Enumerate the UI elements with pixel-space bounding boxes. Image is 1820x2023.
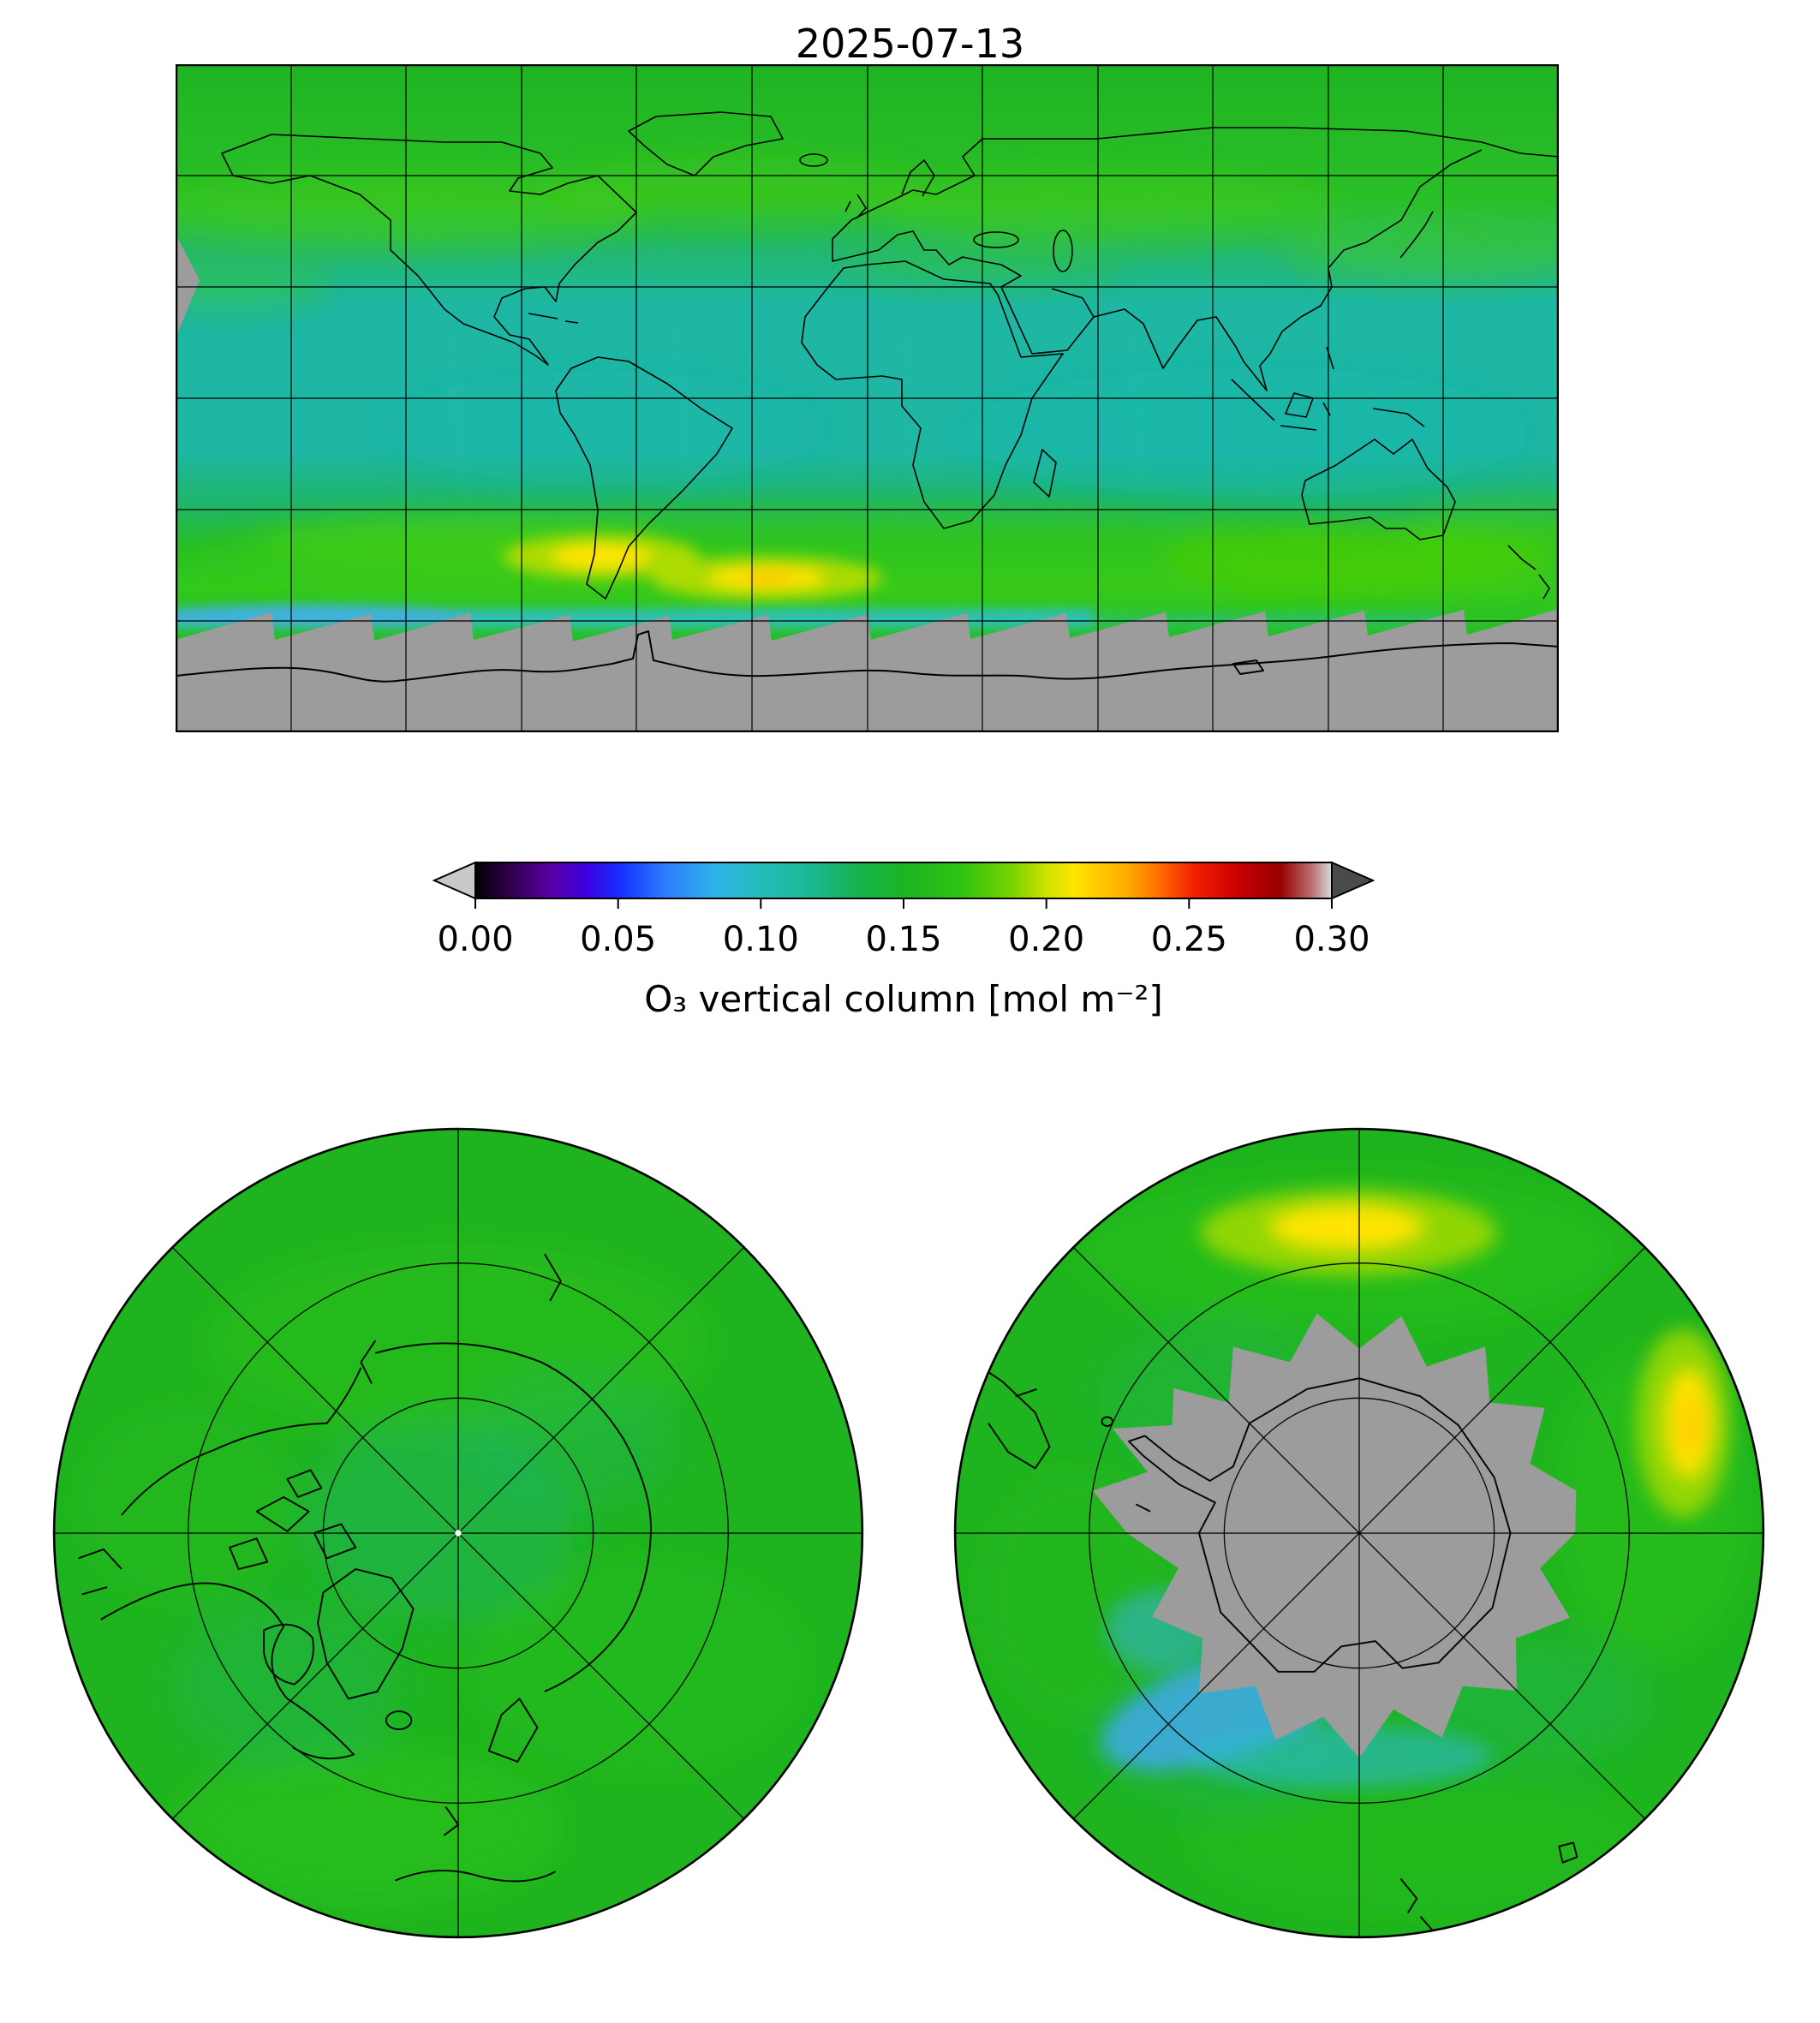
ozone-high-patch xyxy=(1199,1189,1730,1519)
north-polar-map xyxy=(52,1127,864,1939)
map-data-layer xyxy=(176,64,1559,732)
plot-title: 2025-07-13 xyxy=(795,21,1025,67)
south-polar-map xyxy=(953,1127,1765,1939)
colorbar-tick-label: 0.25 xyxy=(1150,920,1227,959)
low-ozone-patch xyxy=(1101,1590,1493,1788)
colorbar-under-arrow xyxy=(433,861,476,900)
global-ozone-map xyxy=(176,64,1559,732)
polar-graticule xyxy=(955,1129,1763,1937)
colorbar-axis-label: O₃ vertical column [mol m⁻²] xyxy=(644,978,1163,1020)
missing-swath-wedge xyxy=(176,234,200,338)
colorbar-tick-label: 0.05 xyxy=(580,920,657,959)
colorbar-tick-label: 0.30 xyxy=(1293,920,1370,959)
colorbar-tick-labels: 0.00 0.05 0.10 0.15 0.20 0.25 0.30 xyxy=(437,920,1369,964)
colorbar-tick-label: 0.20 xyxy=(1008,920,1085,959)
graticule xyxy=(176,64,1559,732)
antarctica-coastline xyxy=(176,630,1559,683)
colorbar-tick-label: 0.15 xyxy=(865,920,942,959)
colorbar-tick-label: 0.10 xyxy=(722,920,799,959)
colorbar-tick-label: 0.00 xyxy=(437,920,514,959)
colorbar-over-arrow xyxy=(1331,861,1375,900)
map-border xyxy=(953,1127,1765,1939)
colorbar xyxy=(433,861,1375,909)
colorbar-ticks xyxy=(474,898,1333,909)
map-border xyxy=(52,1127,864,1939)
no-data-region xyxy=(1092,1313,1577,1758)
coastlines xyxy=(968,1358,1578,1932)
colorbar-gradient-bar xyxy=(474,862,1333,899)
ozone-hotspots xyxy=(503,534,882,600)
map-border xyxy=(176,64,1559,732)
pole-point xyxy=(455,1530,462,1537)
coastlines xyxy=(78,1253,652,1883)
